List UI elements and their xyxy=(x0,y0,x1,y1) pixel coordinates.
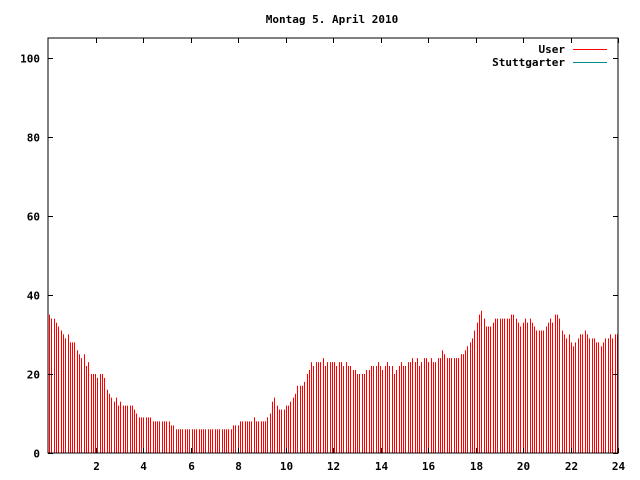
x-tick-label: 6 xyxy=(188,460,195,473)
y-tick-label: 0 xyxy=(33,448,40,461)
y-tick-label: 40 xyxy=(27,290,40,303)
x-tick-label: 16 xyxy=(422,460,436,473)
y-tick-label: 60 xyxy=(27,211,40,224)
x-tick-label: 8 xyxy=(235,460,242,473)
legend-label: User xyxy=(539,43,566,56)
x-tick-label: 22 xyxy=(565,460,578,473)
x-tick-label: 12 xyxy=(327,460,340,473)
x-tick-label: 18 xyxy=(470,460,483,473)
x-tick-label: 14 xyxy=(375,460,389,473)
bars-layer xyxy=(49,310,618,453)
x-tick-label: 20 xyxy=(517,460,530,473)
y-axis: 0 20 40 60 80 100 xyxy=(20,53,618,461)
legend-label: Stuttgarter xyxy=(492,56,565,69)
x-tick-label: 2 xyxy=(93,460,100,473)
chart-title: Montag 5. April 2010 xyxy=(266,13,398,26)
x-tick-label: 24 xyxy=(612,460,626,473)
x-tick-label: 10 xyxy=(280,460,293,473)
x-axis: 2 4 6 8 10 12 14 16 18 20 22 24 xyxy=(93,38,625,473)
x-tick-label: 4 xyxy=(140,460,147,473)
y-tick-label: 80 xyxy=(27,132,40,145)
y-tick-label: 20 xyxy=(27,369,40,382)
y-tick-label: 100 xyxy=(20,53,40,66)
